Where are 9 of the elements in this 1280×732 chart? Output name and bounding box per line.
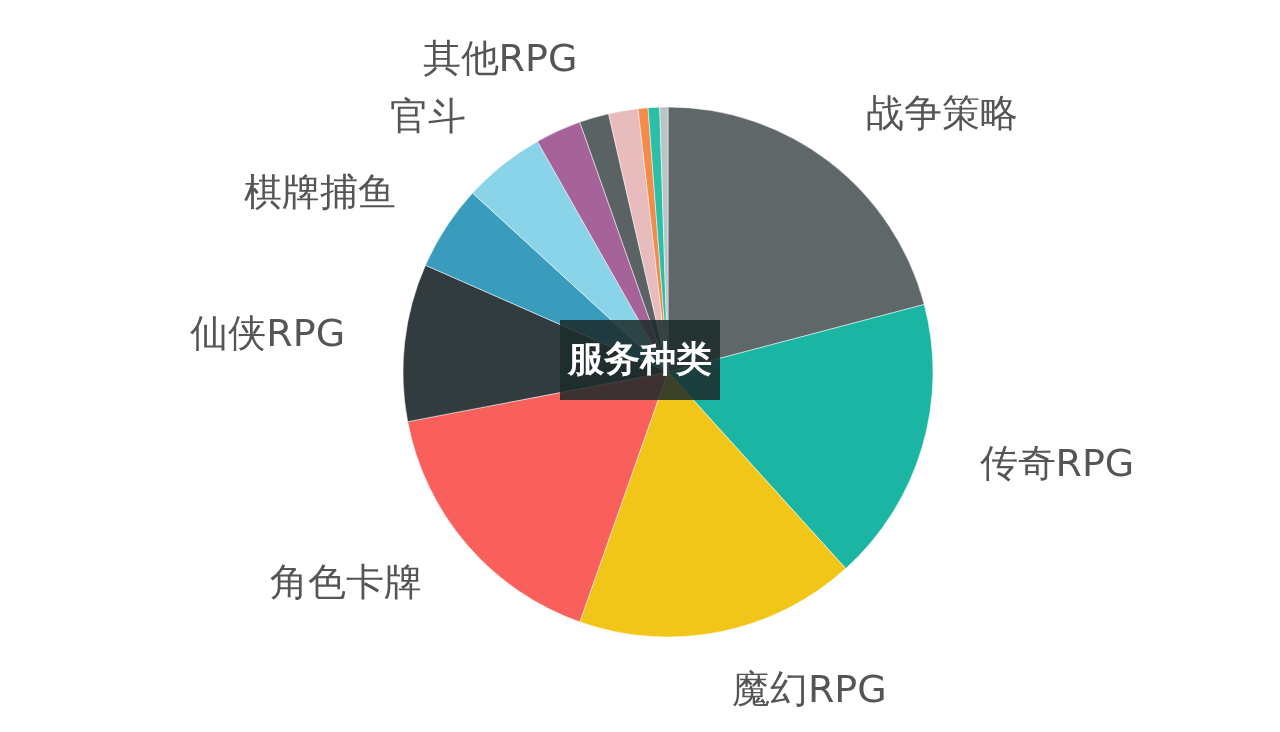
slice-label: 仙侠RPG (190, 311, 346, 356)
slice-label: 官斗 (389, 93, 466, 138)
text: 服务种类 (567, 338, 712, 379)
slice-label: 其他RPG (422, 35, 578, 80)
slice-label: 角色卡牌 (269, 559, 422, 604)
slice-label: 战争策略 (866, 90, 1019, 135)
slice-label: 魔幻RPG (731, 666, 887, 711)
slice-label: 棋牌捕鱼 (243, 170, 396, 215)
slice-label: 传奇RPG (979, 440, 1135, 485)
